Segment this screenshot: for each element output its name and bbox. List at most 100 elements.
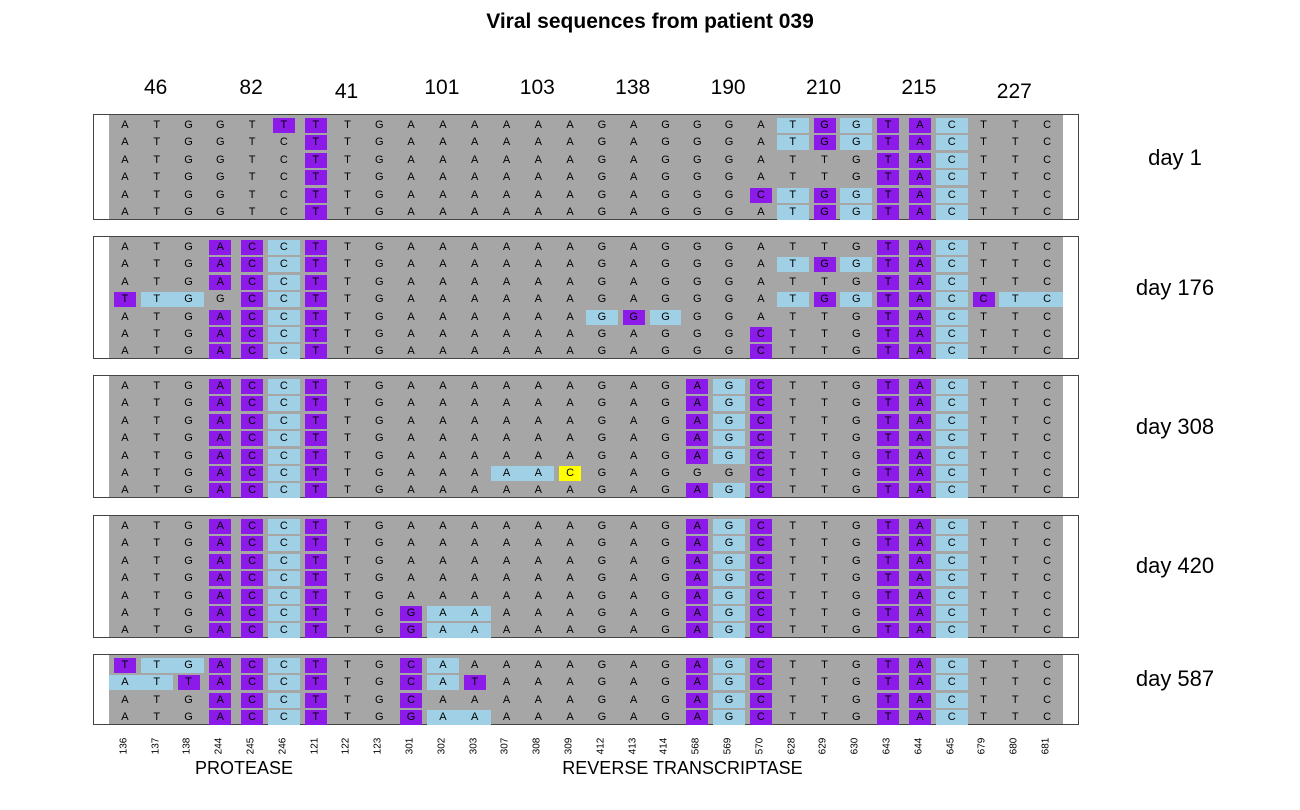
nucleotide-letter: G <box>597 711 607 724</box>
nucleotide-letter: T <box>821 520 828 532</box>
substitution-highlight <box>304 448 327 464</box>
nucleotide-letter: A <box>471 153 479 166</box>
nucleotide-cell: G <box>681 117 713 134</box>
nucleotide-cell: A <box>109 605 141 622</box>
nucleotide-cell: A <box>459 134 491 151</box>
nucleotide-letter: C <box>756 449 765 462</box>
nucleotide-letter: C <box>566 467 575 479</box>
nucleotide-cell: A <box>427 326 459 343</box>
nucleotide-letter: G <box>724 206 734 218</box>
nucleotide-letter: A <box>693 676 701 689</box>
nucleotide-letter: G <box>375 206 384 218</box>
nucleotide-cell: A <box>109 413 141 430</box>
nucleotide-cell: C <box>236 622 268 639</box>
nucleotide-letter: C <box>248 293 257 306</box>
nucleotide-letter: C <box>248 711 257 724</box>
nucleotide-letter: A <box>439 676 447 689</box>
nucleotide-letter: T <box>344 258 351 271</box>
nucleotide-letter: G <box>375 432 384 445</box>
nucleotide-cell: A <box>491 256 523 273</box>
nucleotide-cell: A <box>681 430 713 447</box>
nucleotide-cell: A <box>395 187 427 204</box>
nucleotide-letter: T <box>312 188 320 201</box>
nucleotide-letter: T <box>789 484 797 497</box>
nucleotide-letter: T <box>344 293 351 306</box>
nucleotide-letter: C <box>756 711 765 724</box>
nucleotide-cell: G <box>840 256 873 273</box>
flank-highlight <box>713 588 745 604</box>
nucleotide-letter: A <box>407 467 415 479</box>
nucleotide-letter: A <box>566 711 574 724</box>
nucleotide-letter: A <box>439 275 447 288</box>
nucleotide-letter: G <box>852 520 861 532</box>
nucleotide-letter: T <box>153 206 161 218</box>
nucleotide-cell: A <box>427 239 459 256</box>
nucleotide-cell: G <box>840 588 872 605</box>
nucleotide-cell: A <box>618 256 650 273</box>
nucleotide-cell: A <box>522 709 554 726</box>
nucleotide-letter: T <box>884 136 892 149</box>
nucleotide-cell: C <box>395 692 427 709</box>
nucleotide-cell: C <box>1031 326 1063 343</box>
nucleotide-cell: T <box>809 518 841 535</box>
substitution-highlight <box>877 135 900 151</box>
nucleotide-letter: A <box>566 275 574 288</box>
nucleotide-letter: A <box>534 711 542 724</box>
nucleotide-letter: T <box>980 467 987 479</box>
nucleotide-cell: T <box>872 343 904 360</box>
nucleotide-letter: T <box>344 310 351 323</box>
nucleotide-letter: A <box>439 624 447 637</box>
nucleotide-letter: A <box>502 241 511 253</box>
nucleotide-cell: C <box>268 291 300 308</box>
nucleotide-cell: T <box>809 692 841 709</box>
nucleotide-cell: A <box>904 256 936 273</box>
nucleotide-cell: T <box>999 448 1031 465</box>
nucleotide-letter: T <box>980 206 987 218</box>
nucleotide-letter: T <box>153 624 161 637</box>
flank-highlight <box>935 292 968 308</box>
nucleotide-letter: G <box>661 589 670 602</box>
flank-highlight <box>713 448 745 464</box>
nucleotide-cell: A <box>522 378 554 395</box>
nucleotide-cell: T <box>141 709 173 726</box>
substitution-highlight <box>241 571 264 587</box>
nucleotide-letter: T <box>153 345 161 358</box>
nucleotide-cell: C <box>268 413 300 430</box>
nucleotide-cell: T <box>777 674 809 691</box>
nucleotide-cell: A <box>522 309 554 326</box>
nucleotide-letter: A <box>407 484 415 497</box>
nucleotide-letter: T <box>344 328 351 340</box>
nucleotide-letter: C <box>756 328 765 340</box>
nucleotide-letter: T <box>1011 537 1019 550</box>
nucleotide-cell: C <box>268 553 300 570</box>
nucleotide-cell: A <box>522 256 554 273</box>
nucleotide-letter: A <box>471 554 479 567</box>
position-label-text: 123 <box>372 737 384 755</box>
nucleotide-letter: C <box>947 397 956 410</box>
nucleotide-cell: A <box>459 395 491 412</box>
nucleotide-letter: G <box>724 711 734 724</box>
nucleotide-cell: A <box>618 187 650 204</box>
nucleotide-letter: A <box>916 711 924 724</box>
nucleotide-cell: C <box>268 256 300 273</box>
nucleotide-letter: G <box>184 484 193 497</box>
nucleotide-cell: T <box>809 535 841 552</box>
nucleotide-cell: T <box>968 343 1000 360</box>
nucleotide-letter: A <box>534 554 542 567</box>
nucleotide-letter: C <box>279 572 288 585</box>
nucleotide-letter: A <box>630 607 638 619</box>
nucleotide-letter: A <box>216 414 224 427</box>
nucleotide-cell: G <box>840 239 872 256</box>
nucleotide-letter: A <box>566 589 574 602</box>
nucleotide-cell: T <box>236 134 268 151</box>
nucleotide-letter: A <box>630 589 638 602</box>
nucleotide-letter: T <box>789 572 797 585</box>
nucleotide-letter: A <box>534 345 542 358</box>
nucleotide-cell: A <box>427 256 459 273</box>
substitution-highlight <box>750 571 772 587</box>
nucleotide-letter: G <box>184 449 193 462</box>
